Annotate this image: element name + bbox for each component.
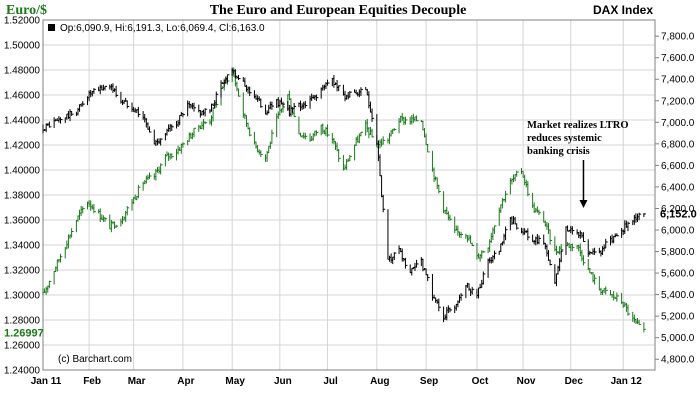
right-tick-label: 7,000.0 bbox=[661, 118, 695, 129]
left-tick-label: 1.42000 bbox=[4, 141, 41, 152]
left-tick-label: 1.46000 bbox=[4, 91, 41, 102]
left-tick-label: 1.24000 bbox=[4, 366, 41, 377]
left-axis-ticks: 1.24000 1.26000 1.28000 1.30000 1.32000 1.340… bbox=[4, 16, 41, 377]
left-tick-label: 1.30000 bbox=[4, 291, 41, 302]
left-tick-label: 1.48000 bbox=[4, 66, 41, 77]
x-tick-label: Jan 12 bbox=[611, 376, 643, 387]
euro-last-value: 1.26997 bbox=[4, 328, 44, 340]
right-tick-label: 5,000.0 bbox=[661, 333, 695, 344]
readout-marker bbox=[48, 24, 55, 31]
x-tick-label: Jan 11 bbox=[31, 376, 62, 387]
chart-title: The Euro and European Equities Decouple bbox=[210, 3, 467, 18]
left-axis-label: Euro/$ bbox=[6, 3, 47, 18]
annotation-line-2: reduces systemic bbox=[527, 133, 602, 144]
x-tick-label: Aug bbox=[370, 376, 389, 387]
series-layer bbox=[42, 67, 646, 333]
left-tick-label: 1.34000 bbox=[4, 241, 41, 252]
annotation-line-1: Market realizes LTRO bbox=[527, 120, 628, 131]
right-tick-label: 6,800.0 bbox=[661, 139, 695, 150]
right-tick-label: 7,200.0 bbox=[661, 96, 695, 107]
x-tick-label: Feb bbox=[83, 376, 101, 387]
right-tick-label: 5,600.0 bbox=[661, 269, 695, 280]
right-tick-label: 7,800.0 bbox=[661, 32, 695, 43]
right-tick-label: 6,200.0 bbox=[661, 204, 695, 215]
credit: (c) Barchart.com bbox=[58, 354, 132, 365]
ohlc-readout: Op:6,090.9, Hi:6,191.3, Lo:6,069.4, Cl:6… bbox=[60, 23, 265, 34]
x-tick-label: Jul bbox=[323, 376, 338, 387]
left-tick-label: 1.32000 bbox=[4, 266, 41, 277]
x-tick-label: May bbox=[225, 376, 245, 387]
left-tick-label: 1.36000 bbox=[4, 216, 41, 227]
right-axis-label: DAX Index bbox=[593, 3, 653, 17]
plot-frame bbox=[42, 19, 656, 371]
x-axis-ticks: Jan 11 Feb Mar Apr May Jun Jul Aug Sep Oct Nov Dec J… bbox=[31, 376, 643, 387]
x-tick-label: Sep bbox=[420, 376, 438, 387]
right-tick-label: 6,400.0 bbox=[661, 182, 695, 193]
dax-last-value: 6,152.0 bbox=[660, 209, 697, 221]
right-tick-label: 7,400.0 bbox=[661, 75, 695, 86]
right-tick-label: 7,600.0 bbox=[661, 53, 695, 64]
x-tick-label: Nov bbox=[517, 376, 536, 387]
annotation-arrow-head bbox=[579, 200, 588, 208]
left-tick-label: 1.26000 bbox=[4, 341, 41, 352]
x-tick-label: Jun bbox=[274, 376, 292, 387]
x-tick-label: Apr bbox=[177, 376, 194, 387]
x-tick-label: Oct bbox=[472, 376, 489, 387]
left-tick-label: 1.28000 bbox=[4, 316, 41, 327]
right-tick-label: 6,600.0 bbox=[661, 161, 695, 172]
left-tick-label: 1.38000 bbox=[4, 191, 41, 202]
right-axis-ticks: 4,800.0 5,000.0 5,200.0 5,400.0 5,600.0 5,800… bbox=[655, 32, 695, 366]
right-tick-label: 5,200.0 bbox=[661, 312, 695, 323]
left-tick-label: 1.50000 bbox=[4, 41, 41, 52]
right-tick-label: 5,400.0 bbox=[661, 290, 695, 301]
annotation: Market realizes LTRO reduces systemic ba… bbox=[527, 120, 628, 208]
x-tick-label: Mar bbox=[128, 376, 146, 387]
left-tick-label: 1.52000 bbox=[4, 16, 41, 27]
right-tick-label: 5,800.0 bbox=[661, 247, 695, 258]
annotation-line-3: banking crisis bbox=[527, 146, 590, 157]
right-tick-label: 6,000.0 bbox=[661, 226, 695, 237]
left-tick-label: 1.44000 bbox=[4, 116, 41, 127]
left-tick-label: 1.40000 bbox=[4, 166, 41, 177]
x-tick-label: Dec bbox=[565, 376, 584, 387]
series-dax bbox=[42, 67, 646, 323]
right-tick-label: 4,800.0 bbox=[661, 355, 695, 366]
